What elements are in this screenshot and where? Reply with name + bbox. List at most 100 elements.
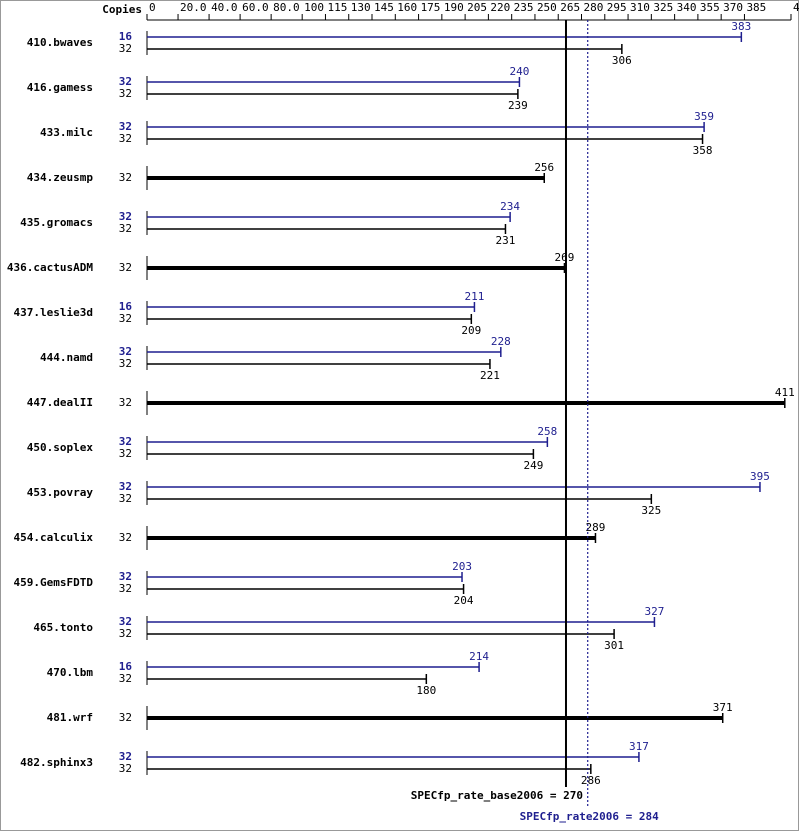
- x-tick-label: 370: [723, 1, 743, 14]
- value-label: 214: [469, 650, 489, 663]
- value-label: 317: [629, 740, 649, 753]
- x-tick-label: 40.0: [211, 1, 238, 14]
- value-label: 306: [612, 54, 632, 67]
- benchmark-name: 454.calculix: [14, 531, 94, 544]
- value-label: 211: [464, 290, 484, 303]
- benchmark-name: 437.leslie3d: [14, 306, 93, 319]
- x-tick-label: 235: [514, 1, 534, 14]
- x-tick-label: 295: [607, 1, 627, 14]
- x-tick-label: 160: [397, 1, 417, 14]
- copies-label: 32: [119, 75, 132, 88]
- value-label: 228: [491, 335, 511, 348]
- benchmark-name: 434.zeusmp: [27, 171, 94, 184]
- x-tick-label: 325: [653, 1, 673, 14]
- copies-label: 32: [119, 132, 132, 145]
- benchmark-name: 450.soplex: [27, 441, 94, 454]
- value-label: 221: [480, 369, 500, 382]
- value-label: 240: [509, 65, 529, 78]
- value-label: 395: [750, 470, 770, 483]
- copies-label: 32: [119, 570, 132, 583]
- value-label: 286: [581, 774, 601, 787]
- x-tick-label: 265: [560, 1, 580, 14]
- value-label: 258: [537, 425, 557, 438]
- copies-label: 32: [119, 435, 132, 448]
- benchmark-name: 447.dealII: [27, 396, 93, 409]
- x-tick-label: 355: [700, 1, 720, 14]
- value-label: 327: [645, 605, 665, 618]
- x-tick-label: 415: [793, 1, 799, 14]
- x-tick-label: 280: [584, 1, 604, 14]
- copies-label: 32: [119, 492, 132, 505]
- copies-label: 32: [119, 711, 132, 724]
- value-label: 234: [500, 200, 520, 213]
- benchmark-name: 481.wrf: [47, 711, 93, 724]
- benchmark-name: 433.milc: [40, 126, 93, 139]
- benchmark-name: 436.cactusADM: [7, 261, 93, 274]
- benchmark-name: 470.lbm: [47, 666, 94, 679]
- copies-label: 32: [119, 762, 132, 775]
- x-tick-label: 175: [421, 1, 441, 14]
- copies-label: 32: [119, 120, 132, 133]
- value-label: 289: [586, 521, 606, 534]
- copies-label: 32: [119, 261, 132, 274]
- copies-label: 16: [119, 660, 133, 673]
- value-label: 358: [693, 144, 713, 157]
- value-label: 180: [416, 684, 436, 697]
- value-label: 231: [496, 234, 516, 247]
- x-tick-label: 60.0: [242, 1, 269, 14]
- copies-label: 16: [119, 30, 133, 43]
- benchmark-name: 482.sphinx3: [20, 756, 93, 769]
- value-label: 383: [731, 20, 751, 33]
- value-label: 301: [604, 639, 624, 652]
- copies-header: Copies: [102, 3, 142, 16]
- benchmark-name: 459.GemsFDTD: [14, 576, 94, 589]
- copies-label: 32: [119, 345, 132, 358]
- benchmark-name: 416.gamess: [27, 81, 93, 94]
- reference-label: SPECfp_rate_base2006 = 270: [411, 789, 583, 802]
- benchmark-name: 435.gromacs: [20, 216, 93, 229]
- value-label: 239: [508, 99, 528, 112]
- benchmark-name: 410.bwaves: [27, 36, 93, 49]
- copies-label: 32: [119, 627, 132, 640]
- value-label: 325: [641, 504, 661, 517]
- copies-label: 32: [119, 672, 132, 685]
- x-tick-label: 190: [444, 1, 464, 14]
- value-label: 204: [454, 594, 474, 607]
- copies-label: 32: [119, 447, 132, 460]
- copies-label: 32: [119, 312, 132, 325]
- x-tick-label: 20.0: [180, 1, 207, 14]
- x-tick-label: 100: [304, 1, 324, 14]
- value-label: 359: [694, 110, 714, 123]
- copies-label: 32: [119, 171, 132, 184]
- value-label: 209: [461, 324, 481, 337]
- copies-label: 32: [119, 750, 132, 763]
- benchmark-name: 465.tonto: [33, 621, 93, 634]
- copies-label: 32: [119, 42, 132, 55]
- copies-label: 16: [119, 300, 133, 313]
- copies-label: 32: [119, 222, 132, 235]
- copies-label: 32: [119, 210, 132, 223]
- copies-label: 32: [119, 396, 132, 409]
- x-tick-label: 310: [630, 1, 650, 14]
- copies-label: 32: [119, 357, 132, 370]
- x-tick-label: 220: [490, 1, 510, 14]
- benchmark-name: 453.povray: [27, 486, 94, 499]
- x-tick-label: 0: [149, 1, 156, 14]
- benchmark-name: 444.namd: [40, 351, 93, 364]
- x-tick-label: 130: [351, 1, 371, 14]
- copies-label: 32: [119, 531, 132, 544]
- x-tick-label: 115: [327, 1, 347, 14]
- reference-label: SPECfp_rate2006 = 284: [520, 810, 659, 823]
- x-tick-label: 145: [374, 1, 394, 14]
- value-label: 203: [452, 560, 472, 573]
- x-tick-label: 340: [677, 1, 697, 14]
- value-label: 256: [534, 161, 554, 174]
- x-tick-label: 385: [746, 1, 766, 14]
- x-tick-label: 205: [467, 1, 487, 14]
- value-label: 269: [554, 251, 574, 264]
- x-tick-label: 80.0: [273, 1, 300, 14]
- copies-label: 32: [119, 87, 132, 100]
- copies-label: 32: [119, 582, 132, 595]
- value-label: 411: [775, 386, 795, 399]
